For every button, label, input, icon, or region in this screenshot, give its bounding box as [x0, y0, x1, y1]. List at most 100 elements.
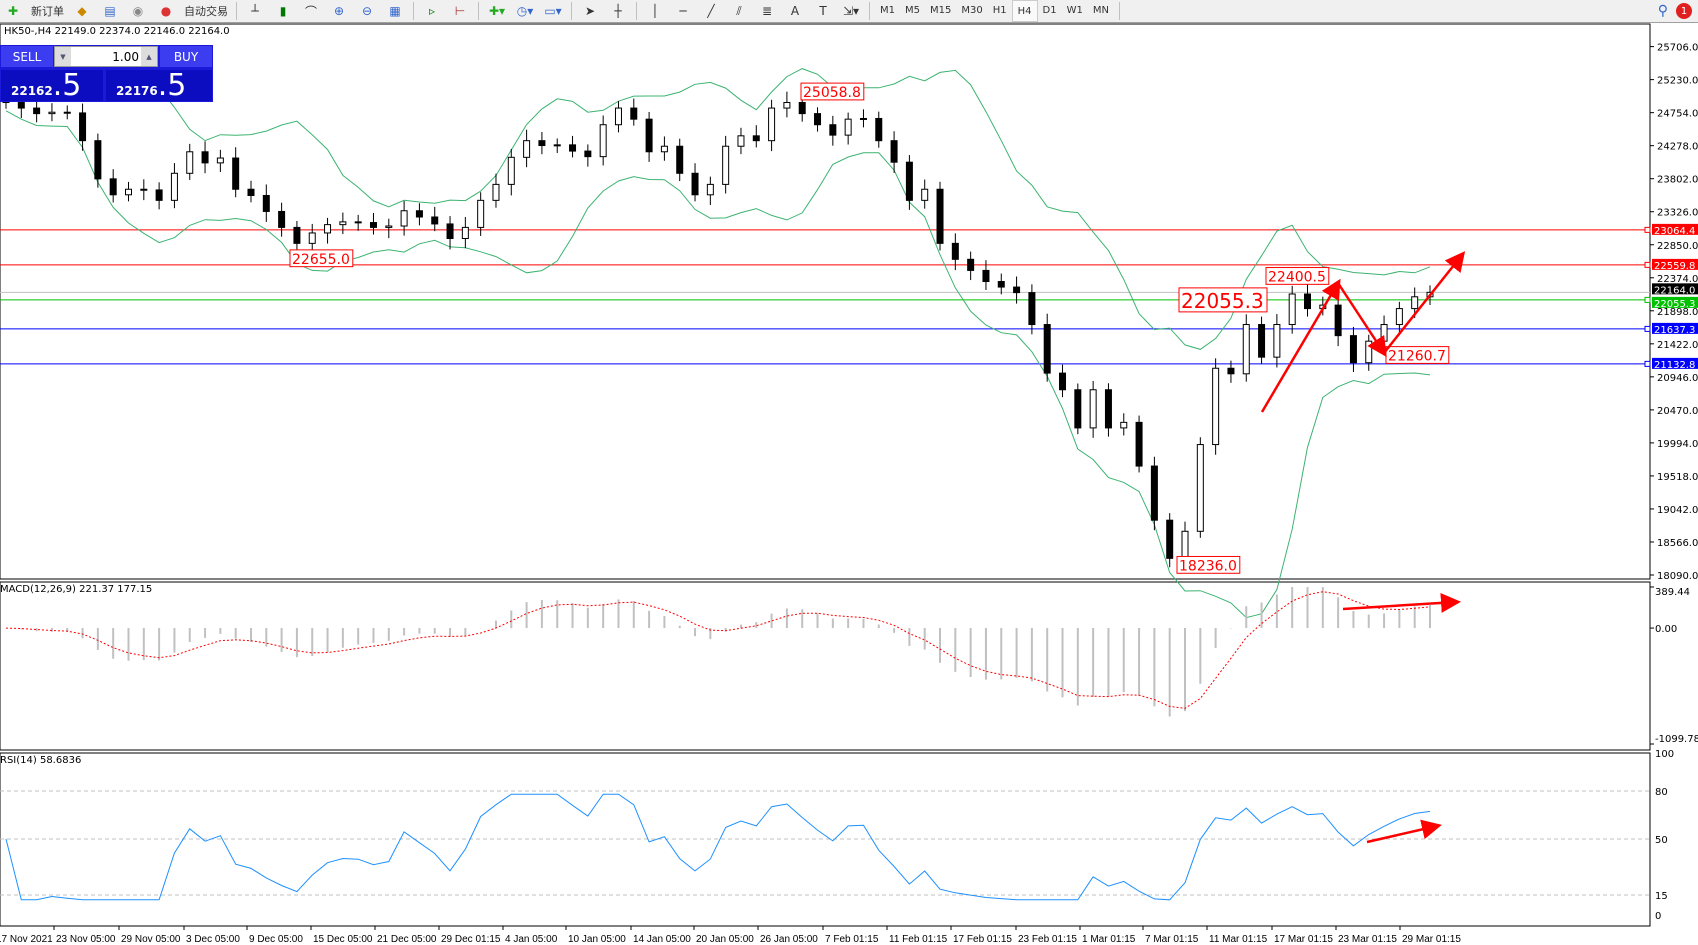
candle-body — [201, 151, 209, 164]
candle-body — [1334, 304, 1342, 337]
price-line-handle — [1644, 261, 1651, 268]
candle-body — [385, 225, 393, 228]
x-tick-label: 23 Feb 01:15 — [1018, 934, 1077, 945]
candle — [783, 91, 791, 118]
lot-input[interactable] — [71, 47, 139, 66]
auto-scroll-icon[interactable]: ▹ — [428, 4, 436, 18]
lot-increase-button[interactable]: ▲ — [141, 47, 157, 66]
timeframe-w1[interactable]: W1 — [1066, 4, 1083, 16]
candle-body — [630, 107, 638, 120]
zoom-in-icon[interactable]: ⊕ — [333, 4, 345, 18]
candle — [1273, 314, 1281, 368]
y-tick-label: 20470.0 — [1657, 406, 1698, 417]
candle — [905, 155, 913, 210]
candle — [523, 129, 531, 168]
candle-body — [706, 183, 714, 196]
templates-icon[interactable]: ▭▾ — [544, 4, 562, 18]
auto-trading-button[interactable]: 自动交易 — [184, 5, 228, 18]
y-tick-label: 18566.0 — [1657, 538, 1698, 549]
horizontal-line-icon[interactable]: ─ — [679, 4, 687, 18]
timeframe-mn[interactable]: MN — [1092, 4, 1109, 16]
indicators-icon[interactable]: ✚▾ — [488, 4, 506, 18]
search-icon[interactable]: ⚲ — [1657, 3, 1668, 19]
lot-field: ▼ ▲ — [54, 46, 158, 67]
timeframe-m5[interactable]: M5 — [905, 4, 920, 16]
bar-chart-icon[interactable]: ┴ — [251, 4, 259, 18]
candle-body — [660, 145, 668, 153]
candle-body — [967, 258, 975, 271]
price-line-label: 21132.8 — [1654, 360, 1695, 371]
y-tick-label: 21422.0 — [1657, 340, 1698, 351]
candle — [1288, 285, 1296, 334]
divider — [413, 2, 414, 20]
candle — [415, 203, 423, 226]
line-chart-icon[interactable]: ⌒ — [304, 4, 317, 19]
candle — [400, 200, 408, 236]
candle-body — [890, 140, 898, 163]
candle — [1196, 437, 1204, 538]
candle-body — [584, 150, 592, 158]
timeframe-h1[interactable]: H1 — [992, 4, 1007, 16]
candle-body — [186, 151, 194, 174]
x-tick-label: 26 Jan 05:00 — [760, 934, 818, 945]
trendline-icon[interactable]: ╱ — [707, 4, 715, 18]
candle — [645, 111, 653, 162]
y-tick-label: 19518.0 — [1657, 472, 1698, 483]
divider — [571, 2, 572, 20]
auto-trading-icon[interactable]: ● — [160, 4, 172, 18]
candle — [232, 147, 240, 198]
trend-arrow — [1366, 819, 1442, 844]
text-label-icon[interactable]: T — [819, 4, 827, 18]
candle — [660, 136, 668, 161]
crosshair-icon[interactable]: ┼ — [614, 4, 622, 18]
candle — [247, 180, 255, 203]
timeframe-m15[interactable]: M15 — [930, 4, 952, 16]
fibonacci-icon[interactable]: ≣ — [761, 4, 773, 18]
candle-body — [614, 107, 622, 126]
buy-button[interactable]: BUY — [160, 46, 212, 67]
vertical-line-icon[interactable]: │ — [651, 4, 659, 18]
equidistant-channel-icon[interactable]: ⫽ — [736, 3, 742, 18]
new-order-icon[interactable]: ✚ — [7, 4, 19, 18]
chart-shift-icon[interactable]: ⊢ — [454, 4, 466, 18]
terminal-icon[interactable]: ◉ — [132, 4, 144, 18]
candlestick-icon[interactable]: ▮ — [279, 4, 287, 18]
x-tick-label: 23 Mar 01:15 — [1338, 934, 1397, 945]
sell-button[interactable]: SELL — [1, 46, 53, 67]
sell-price[interactable]: 22162 .5 — [1, 70, 103, 101]
periods-icon[interactable]: ◷▾ — [516, 4, 534, 18]
navigator-icon[interactable]: ▤ — [104, 4, 116, 18]
chart-title: HK50-,H4 22149.0 22374.0 22146.0 22164.0 — [4, 26, 230, 37]
rsi-tick-label: 100 — [1655, 749, 1674, 760]
buy-price[interactable]: 22176 .5 — [106, 70, 212, 101]
arrows-icon[interactable]: ⇲▾ — [842, 4, 860, 18]
cursor-icon[interactable]: ➤ — [584, 4, 596, 18]
rsi-line — [5, 793, 1431, 901]
timeframe-h4[interactable]: H4 — [1011, 0, 1038, 22]
chart-canvas[interactable]: 25706.0 25230.0 24754.0 24278.0 23802.0 23326… — [0, 23, 1698, 945]
candle — [278, 202, 286, 237]
x-tick-label: 11 Feb 01:15 — [889, 934, 948, 945]
price-line-label: 22559.8 — [1654, 261, 1695, 272]
timeframe-d1[interactable]: D1 — [1042, 4, 1057, 16]
trend-arrow — [1336, 282, 1387, 358]
zoom-out-icon[interactable]: ⊖ — [361, 4, 373, 18]
candle-body — [1365, 340, 1373, 364]
lot-decrease-button[interactable]: ▼ — [55, 47, 71, 66]
bollinger-upper-band — [5, 57, 1431, 350]
price-annotation: 22055.3 — [1181, 289, 1264, 313]
x-tick-label: 17 Mar 01:15 — [1274, 934, 1333, 945]
divider — [236, 2, 237, 20]
y-tick-label: 25706.0 — [1657, 43, 1698, 54]
price-line-handle — [1644, 296, 1651, 303]
candle — [461, 216, 469, 249]
market-watch-icon[interactable]: ◆ — [77, 4, 87, 18]
candle-body — [1166, 519, 1174, 559]
text-icon[interactable]: A — [790, 4, 800, 18]
timeframe-m1[interactable]: M1 — [880, 4, 895, 16]
timeframe-m30[interactable]: M30 — [961, 4, 983, 16]
notification-badge[interactable]: 1 — [1676, 3, 1692, 19]
candle-body — [523, 140, 531, 158]
tile-windows-icon[interactable]: ▦ — [389, 4, 401, 18]
new-order-button[interactable]: 新订单 — [31, 5, 64, 18]
